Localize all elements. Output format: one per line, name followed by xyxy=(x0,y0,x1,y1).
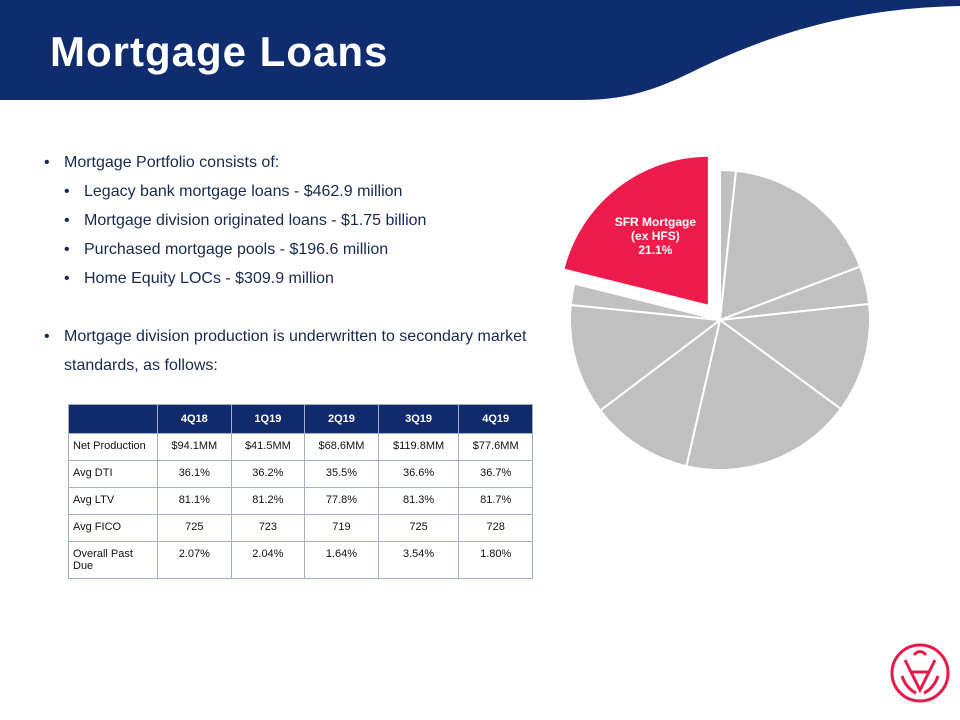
cell: 81.2% xyxy=(230,487,306,515)
cell: 36.1% xyxy=(157,460,232,488)
cell: 77.8% xyxy=(304,487,379,515)
pie-slice xyxy=(718,169,862,322)
slice-value: 21.1% xyxy=(638,243,673,258)
cell: 723 xyxy=(230,514,306,542)
row-label: Overall Past Due xyxy=(68,541,158,579)
sub-bullet: Mortgage division originated loans - $1.… xyxy=(64,206,544,235)
cell: 81.7% xyxy=(458,487,533,515)
cell: 1.64% xyxy=(304,541,379,579)
spacer xyxy=(44,293,544,322)
sub-bullet: Legacy bank mortgage loans - $462.9 mill… xyxy=(64,177,544,206)
cell: 1.80% xyxy=(458,541,533,579)
table-row: Net Production $94.1MM $41.5MM $68.6MM $119.… xyxy=(68,433,533,461)
table-row: Avg DTI 36.1% 36.2% 35.5% 36.6% 36.7% xyxy=(68,460,533,488)
cell: 728 xyxy=(458,514,533,542)
header-band xyxy=(0,0,960,100)
cell: $41.5MM xyxy=(230,433,306,461)
cell: 36.2% xyxy=(230,460,306,488)
logo xyxy=(890,643,950,703)
pie-slice xyxy=(569,303,723,412)
table-row: Avg FICO 725 723 719 725 728 xyxy=(68,514,533,542)
cell: 2.07% xyxy=(157,541,232,579)
header-row: 4Q18 1Q19 2Q19 3Q19 4Q19 xyxy=(68,404,533,434)
cell: $94.1MM xyxy=(157,433,232,461)
sub-bullet: Home Equity LOCs - $309.9 million xyxy=(64,264,544,293)
column-header: 4Q19 xyxy=(458,404,533,434)
cell: 725 xyxy=(377,514,460,542)
cell: $77.6MM xyxy=(458,433,533,461)
pie-chart xyxy=(562,154,871,471)
pie-slice xyxy=(569,282,721,321)
cell: 35.5% xyxy=(304,460,379,488)
column-header: 4Q18 xyxy=(157,404,232,434)
sub-bullet: Purchased mortgage pools - $196.6 millio… xyxy=(64,235,544,264)
cell: 2.04% xyxy=(230,541,306,579)
pie-slice xyxy=(717,302,871,411)
slice-label: SFR Mortgage (ex HFS) 21.1% xyxy=(605,215,705,257)
cell: 81.3% xyxy=(377,487,460,515)
row-label: Avg FICO xyxy=(68,514,158,542)
slice-name: SFR Mortgage (ex HFS) xyxy=(614,215,697,244)
cell: 36.7% xyxy=(458,460,533,488)
bullet: Mortgage Portfolio consists of: xyxy=(44,148,544,177)
pie-slice xyxy=(598,317,722,468)
table-row: Avg LTV 81.1% 81.2% 77.8% 81.3% 81.7% xyxy=(68,487,533,515)
title: Mortgage Loans xyxy=(50,28,389,75)
corner-cell xyxy=(68,404,158,434)
cell: $68.6MM xyxy=(304,433,379,461)
cell: 725 xyxy=(157,514,232,542)
cell: $119.8MM xyxy=(377,433,460,461)
bullet: Mortgage division production is underwri… xyxy=(44,322,544,380)
column-header: 2Q19 xyxy=(304,404,379,434)
row-label: Avg LTV xyxy=(68,487,158,515)
bullet-list: Mortgage Portfolio consists of:Legacy ba… xyxy=(44,148,544,380)
column-header: 1Q19 xyxy=(230,404,306,434)
cell: 36.6% xyxy=(377,460,460,488)
pie-slice xyxy=(562,154,710,308)
cell: 81.1% xyxy=(157,487,232,515)
column-header: 3Q19 xyxy=(377,404,460,434)
table-row: Overall Past Due 2.07% 2.04% 1.64% 3.54% 1.80… xyxy=(68,541,533,579)
row-label: Net Production xyxy=(68,433,158,461)
row-label: Avg DTI xyxy=(68,460,158,488)
cell: 3.54% xyxy=(377,541,460,579)
cell: 719 xyxy=(304,514,379,542)
pie-slice xyxy=(685,318,843,471)
data-table: 4Q18 1Q19 2Q19 3Q19 4Q19 Net Production $94.1M… xyxy=(68,404,533,579)
